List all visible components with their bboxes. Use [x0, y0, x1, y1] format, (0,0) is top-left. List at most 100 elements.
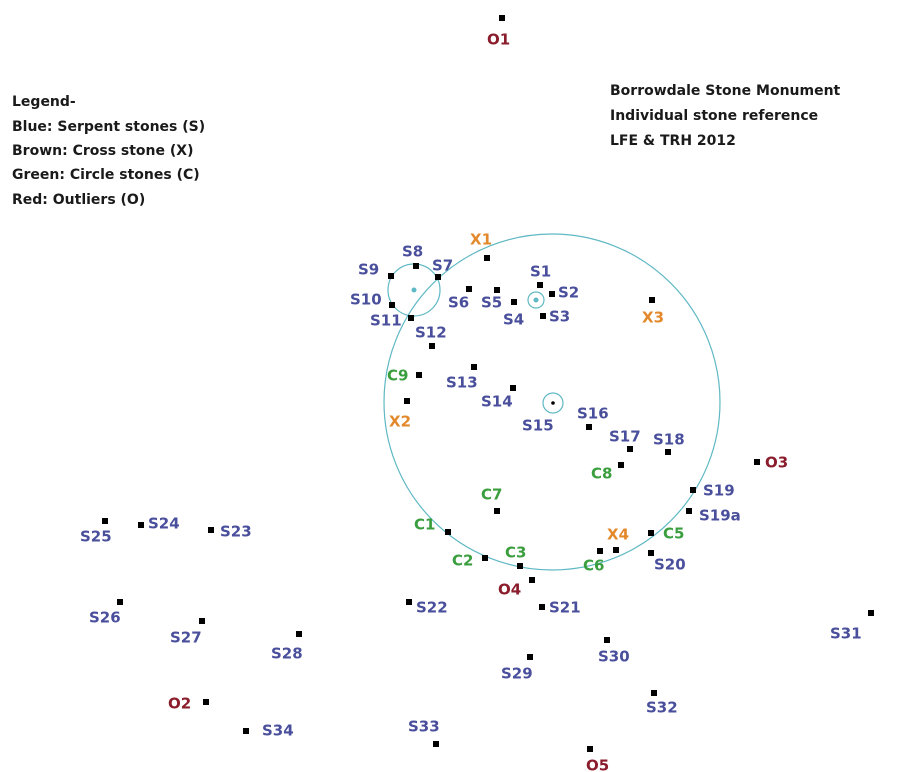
stone-label: O5 — [586, 757, 609, 772]
stone-label: O3 — [765, 454, 788, 472]
stone — [482, 555, 488, 561]
stone-label: S4 — [503, 311, 524, 329]
legend-item: Brown: Cross stone (X) — [12, 143, 193, 159]
stone-label: S5 — [481, 294, 502, 312]
stone — [665, 449, 671, 455]
stone — [471, 364, 477, 370]
stone-label: X2 — [389, 413, 411, 431]
stone-label: S8 — [402, 243, 423, 261]
stone-label: C7 — [481, 486, 502, 504]
stone — [466, 286, 472, 292]
stone — [604, 637, 610, 643]
stone-label: O2 — [168, 695, 191, 713]
stone — [613, 547, 619, 553]
stone — [686, 508, 692, 514]
stone — [618, 462, 624, 468]
stone — [435, 274, 441, 280]
stone — [406, 599, 412, 605]
stone — [527, 654, 533, 660]
stone — [429, 343, 435, 349]
stone — [551, 401, 555, 405]
stone-label: S30 — [598, 648, 630, 666]
stone-label: S32 — [646, 699, 678, 717]
stone — [511, 299, 517, 305]
stone-label: S28 — [271, 645, 303, 663]
stone — [203, 699, 209, 705]
title-line: Borrowdale Stone Monument — [610, 83, 841, 99]
stone-label: X4 — [607, 526, 629, 544]
stone-label: S7 — [432, 257, 453, 275]
stone — [296, 631, 302, 637]
stone — [408, 315, 414, 321]
stone-label: S27 — [170, 629, 202, 647]
stone-label: S10 — [350, 291, 382, 309]
stone-label: X1 — [470, 231, 492, 249]
stone — [649, 297, 655, 303]
stone-label: S13 — [446, 374, 478, 392]
stone — [494, 287, 500, 293]
stone — [587, 746, 593, 752]
stone — [539, 604, 545, 610]
stone-label: S6 — [448, 294, 469, 312]
stone-label: S34 — [262, 722, 294, 740]
stone — [549, 291, 555, 297]
legend-item: Blue: Serpent stones (S) — [12, 119, 205, 135]
stone-label: S26 — [89, 609, 121, 627]
stone — [627, 446, 633, 452]
legend-item: Red: Outliers (O) — [12, 192, 145, 208]
stone — [517, 563, 523, 569]
stone-label: S14 — [481, 393, 513, 411]
stone-label: S19 — [703, 482, 735, 500]
stone-label: S12 — [415, 324, 447, 342]
stone — [413, 263, 419, 269]
stone-label: S25 — [80, 528, 112, 546]
stone — [484, 255, 490, 261]
stone-label: C2 — [452, 552, 473, 570]
stone-label: S19a — [699, 507, 741, 525]
stone-label: S21 — [549, 599, 581, 617]
title-line: LFE & TRH 2012 — [610, 133, 736, 149]
title-line: Individual stone reference — [610, 108, 818, 124]
stone — [445, 529, 451, 535]
stone — [597, 548, 603, 554]
stone-label: S33 — [408, 718, 440, 736]
stone-label: C5 — [663, 525, 684, 543]
stone — [540, 313, 546, 319]
stone — [529, 577, 535, 583]
stone — [416, 372, 422, 378]
stone-label: S31 — [830, 625, 862, 643]
stone-label: S18 — [653, 431, 685, 449]
stone — [243, 728, 249, 734]
stone-label: C1 — [414, 516, 435, 534]
stone — [433, 741, 439, 747]
stone-label: C8 — [591, 465, 612, 483]
stone — [117, 599, 123, 605]
stone — [208, 527, 214, 533]
stone-label: S16 — [577, 405, 609, 423]
stone — [648, 530, 654, 536]
stone-label: C6 — [583, 557, 604, 575]
stone-label: X3 — [642, 309, 664, 327]
stone-label: S22 — [416, 599, 448, 617]
stone-label: S20 — [654, 556, 686, 574]
stone — [648, 550, 654, 556]
legend-item: Green: Circle stones (C) — [12, 167, 200, 183]
stone — [586, 424, 592, 430]
stone-label: S11 — [370, 312, 402, 330]
stone-label: C9 — [387, 367, 408, 385]
circle-center — [533, 297, 539, 303]
stone — [404, 398, 410, 404]
stone — [868, 610, 874, 616]
stone-label: S3 — [549, 308, 570, 326]
stone — [651, 690, 657, 696]
stone-label: O1 — [487, 31, 510, 49]
stone — [754, 459, 760, 465]
stone-label: S15 — [522, 417, 554, 435]
stone — [199, 618, 205, 624]
stone-label: S24 — [148, 515, 180, 533]
stone-circle — [383, 233, 721, 571]
circle-center — [411, 287, 417, 293]
stone — [510, 385, 516, 391]
